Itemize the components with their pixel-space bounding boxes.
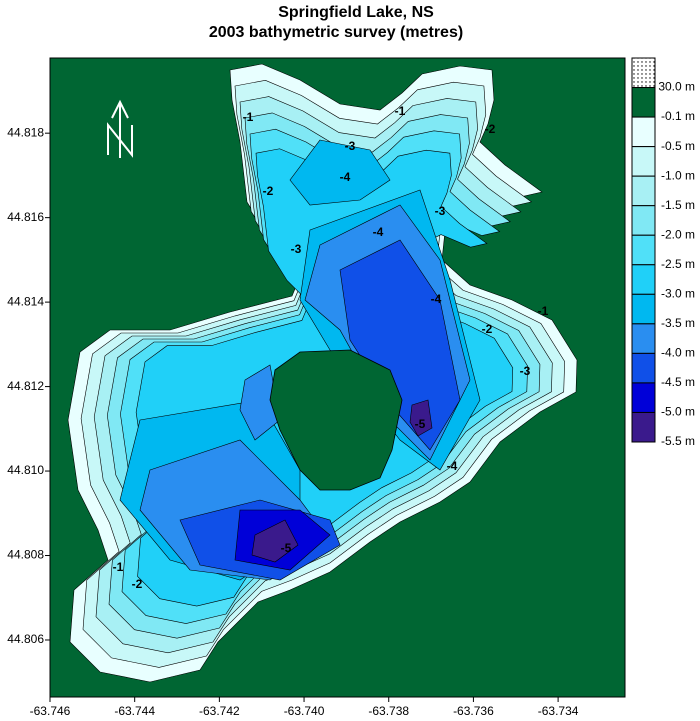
depth-region [251,519,299,563]
legend-label: -3.5 m [661,316,695,330]
contour-label: -1 [243,110,254,124]
x-tick-label: -63.742 [199,704,240,718]
contour-label: -4 [373,225,384,239]
y-tick-label: 44.808 [7,548,44,562]
legend-label: -2.0 m [661,227,695,241]
legend-swatch [631,382,656,413]
depth-region [339,239,461,451]
depth-region [239,364,281,441]
plot-frame [49,57,626,698]
contour-label: -3 [345,139,356,153]
contour-label: -2 [263,184,274,198]
legend-label: -0.1 m [661,109,695,123]
contour-label: -2 [485,122,496,136]
legend-label: -5.5 m [661,434,695,448]
y-tick-label: 44.810 [7,463,44,477]
contour-label: -5 [281,541,292,555]
contour-label: -4 [431,292,442,306]
legend-swatch [631,411,656,443]
x-tick-label: -63.740 [284,704,325,718]
legend-label: -3.0 m [661,286,695,300]
legend-label: -1.0 m [661,168,695,182]
chart-subtitle: 2003 bathymetric survey (metres) [209,24,463,41]
x-tick-label: -63.736 [453,704,494,718]
contour-label: -1 [538,304,549,318]
depth-region [289,139,391,206]
x-tick-label: -63.746 [30,704,71,718]
contour-label: -4 [340,170,351,184]
island [269,349,403,491]
north-arrow [107,99,133,158]
contour-label: -5 [415,417,426,431]
legend-swatch [631,146,656,177]
legend-label: -2.5 m [661,257,695,271]
contour-label: -1 [395,104,406,118]
legend-swatch [631,57,656,89]
contour-label: -2 [132,577,143,591]
legend-label: -4.5 m [661,375,695,389]
depth-region [409,399,433,437]
x-tick-label: -63.744 [114,704,155,718]
contour-label: -3 [291,242,302,256]
legend-swatch [631,205,656,236]
contour-label: -4 [447,459,458,473]
plot-area: -1 -2 -3 -4 -3 -4 -1 -2 -3 -4 -5 -1 -2 -3 -4 -5 -2 -1 [50,58,625,697]
y-tick-label: 44.806 [7,632,44,646]
y-tick-label: 44.818 [7,125,44,139]
legend-swatch [631,234,656,266]
legend-swatch [631,293,656,325]
contour-label: -3 [520,364,531,378]
chart-title: Springfield Lake, NS [278,4,434,21]
legend-swatch [631,323,656,354]
contour-label: -1 [113,560,124,574]
legend-label: -4.0 m [661,346,695,360]
legend-label: -0.5 m [661,139,695,153]
y-tick-label: 44.814 [7,294,44,308]
legend-label: -1.5 m [661,198,695,212]
x-tick-label: -63.734 [538,704,579,718]
legend-label: 30.0 m [658,80,695,94]
y-tick-label: 44.816 [7,210,44,224]
legend-swatch [631,352,656,384]
y-tick-label: 44.812 [7,379,44,393]
contour-label: -2 [482,322,493,336]
legend-swatch [631,87,656,118]
legend-swatch [631,264,656,295]
contour-label: -3 [435,204,446,218]
legend-swatch [631,175,656,207]
legend-swatch [631,116,656,148]
x-tick-label: -63.738 [368,704,409,718]
legend-label: -5.0 m [661,405,695,419]
